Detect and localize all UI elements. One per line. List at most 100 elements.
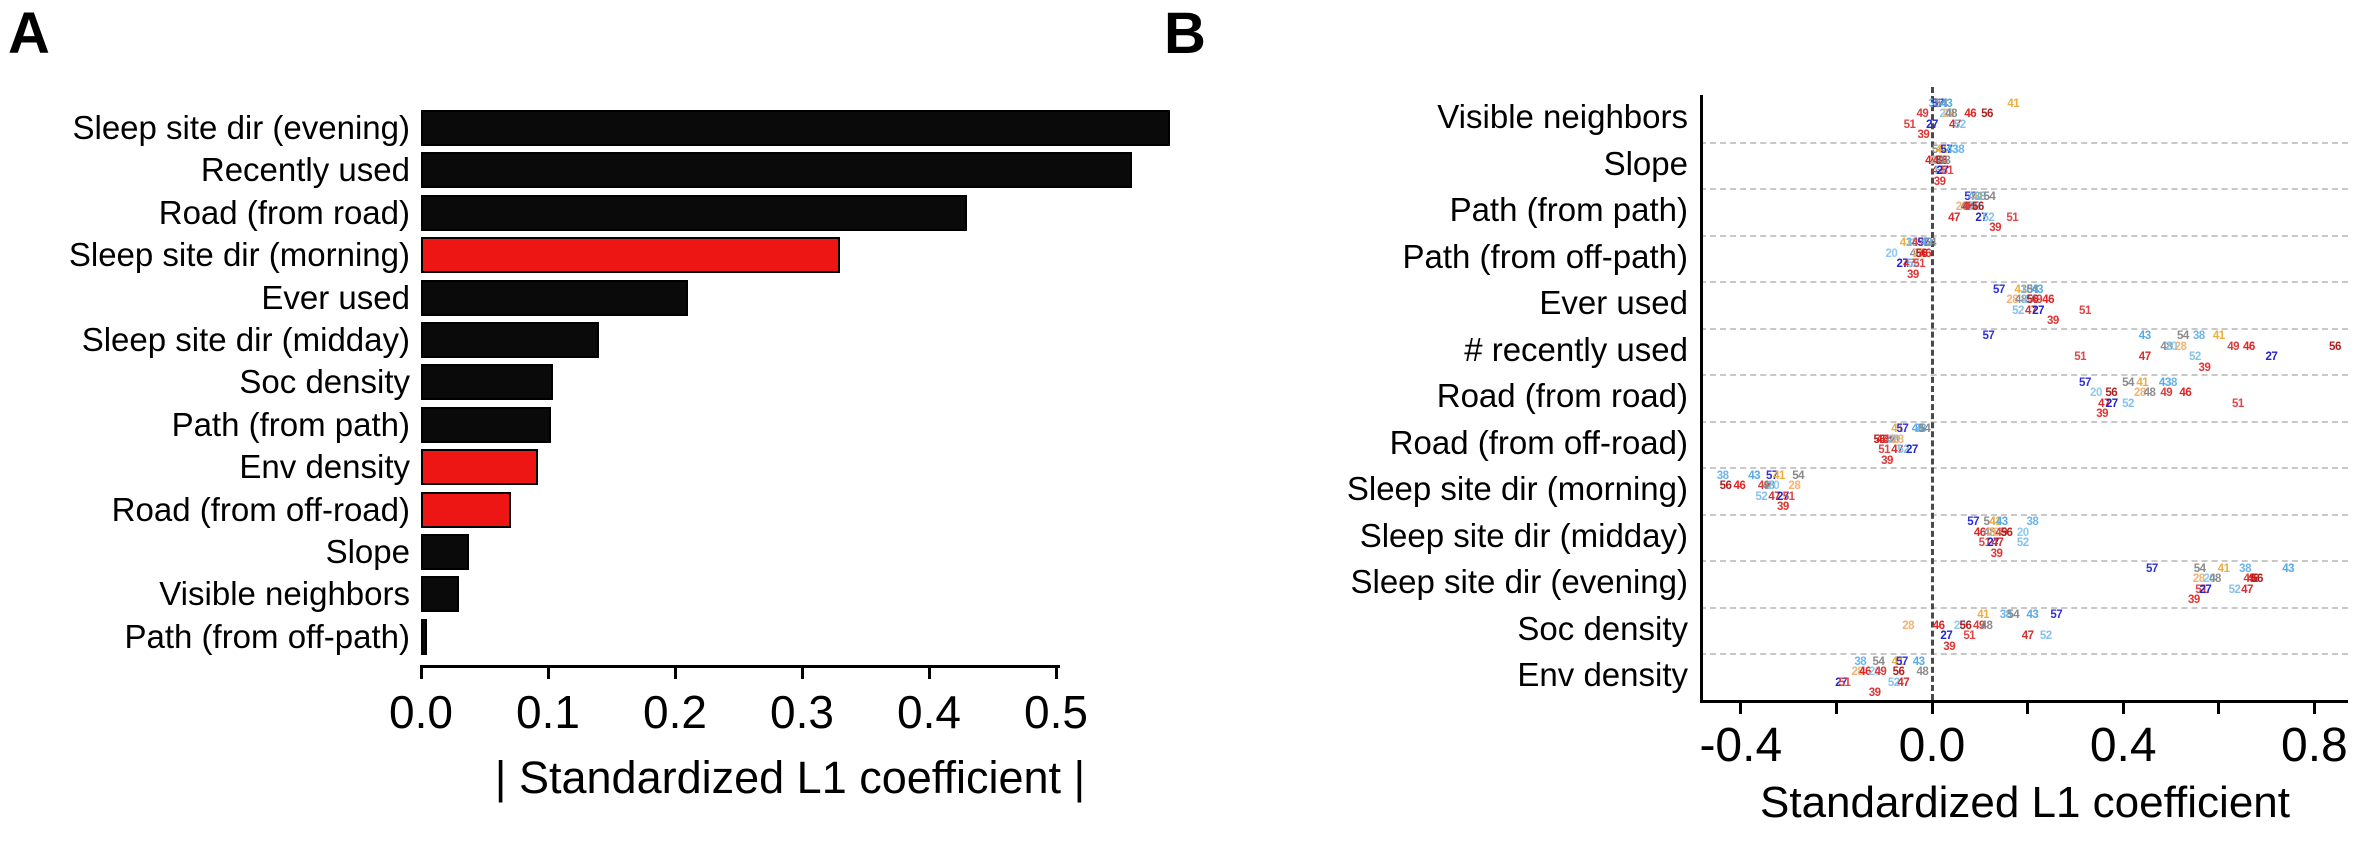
individual-point: 39 xyxy=(1933,175,1946,188)
individual-point: 28 xyxy=(1788,480,1801,492)
individual-point: 39 xyxy=(1943,640,1956,653)
individual-point: 28 xyxy=(1987,526,2000,539)
individual-point: 41 xyxy=(2217,562,2230,575)
bar xyxy=(421,406,551,443)
individual-point: 20 xyxy=(1939,108,1952,120)
panel-a-axis-title: | Standardized L1 coefficient | xyxy=(494,752,1086,803)
individual-point: 46 xyxy=(1919,247,1932,260)
individual-point: 52 xyxy=(1906,258,1919,270)
individual-point: 43 xyxy=(1911,423,1924,435)
individual-point: 38 xyxy=(1999,609,2012,621)
individual-point: 47 xyxy=(1931,165,1944,177)
individual-point: 56 xyxy=(2000,526,2013,539)
individual-point: 51 xyxy=(2232,397,2244,410)
category-label: # recently used xyxy=(1464,330,1688,368)
individual-point: 57 xyxy=(1967,516,1979,528)
individual-point: 48 xyxy=(2143,387,2156,399)
individual-point: 41 xyxy=(2136,376,2149,389)
individual-point: 39 xyxy=(1917,129,1930,141)
individual-point: 56 xyxy=(1915,247,1928,260)
individual-point: 27 xyxy=(2032,304,2045,317)
category-separator-gridline xyxy=(1700,281,2348,283)
bar-label: Sleep site dir (evening) xyxy=(72,109,410,146)
individual-point: 52 xyxy=(1897,444,1910,456)
category-label: Soc density xyxy=(1517,609,1688,647)
individual-point: 38 xyxy=(2192,330,2205,342)
individual-point: 39 xyxy=(2198,361,2211,374)
bar-label: Recently used xyxy=(200,151,410,189)
individual-point: 57 xyxy=(1895,655,1908,668)
individual-point: 43 xyxy=(2026,609,2039,621)
individual-point: 20 xyxy=(1767,480,1780,492)
individual-point: 20 xyxy=(2016,526,2029,539)
bar xyxy=(421,237,841,274)
individual-point: 56 xyxy=(2251,573,2263,585)
individual-point: 38 xyxy=(1854,655,1867,668)
individual-point: 46 xyxy=(1964,108,1977,120)
panel-b-letter: B xyxy=(1164,1,1206,66)
individual-point: 49 xyxy=(1911,237,1924,249)
panel-b-x-tick-label: -0.4 xyxy=(1699,718,1783,772)
panel-b-x-axis xyxy=(1700,699,2348,703)
panel-a-x-tick xyxy=(1054,665,1058,679)
individual-point: 28 xyxy=(2192,573,2205,585)
individual-point: 27 xyxy=(1975,211,1988,224)
bar xyxy=(421,491,512,528)
individual-point: 43 xyxy=(1748,469,1761,482)
individual-point: 28 xyxy=(2006,294,2019,306)
individual-point: 54 xyxy=(1918,423,1931,435)
individual-point: 54 xyxy=(2122,376,2134,389)
individual-point: 48 xyxy=(1960,201,1973,213)
individual-point: 56 xyxy=(2105,387,2118,399)
category-separator-gridline xyxy=(1700,327,2348,330)
individual-point: 46 xyxy=(1932,619,1945,632)
bar xyxy=(421,152,1133,189)
panel-b-x-tick xyxy=(1739,699,1743,714)
individual-point: 48 xyxy=(1886,433,1899,446)
panel-a-x-tick xyxy=(419,665,423,679)
bar xyxy=(421,364,554,401)
individual-point: 20 xyxy=(2021,294,2034,306)
category-separator-gridline xyxy=(1700,513,2348,516)
category-label: Sleep site dir (evening) xyxy=(1350,563,1688,601)
individual-point: 28 xyxy=(1942,108,1955,120)
bar-label: Slope xyxy=(325,533,410,570)
individual-point: 49 xyxy=(1995,526,2008,539)
category-separator-gridline xyxy=(1700,467,2348,469)
bar-label: Path (from path) xyxy=(171,405,410,443)
panel-a-x-tick-label: 0.5 xyxy=(1024,686,1088,738)
category-separator-gridline xyxy=(1700,188,2348,190)
individual-point: 48 xyxy=(2160,340,2173,353)
individual-point: 41 xyxy=(1977,609,1990,621)
individual-point: 41 xyxy=(1773,469,1785,482)
individual-point: 27 xyxy=(1936,165,1949,177)
individual-point: 28 xyxy=(2174,340,2187,353)
panel-b-x-tick xyxy=(1834,699,1838,714)
individual-point: 48 xyxy=(1983,526,1996,539)
bar-label: Env density xyxy=(239,448,410,486)
bar xyxy=(421,576,460,613)
individual-point: 49 xyxy=(1972,619,1985,632)
individual-point: 46 xyxy=(1859,666,1871,678)
panel-b-x-tick xyxy=(2026,699,2030,714)
panel-b-x-tick-label: 0.4 xyxy=(2089,718,2157,772)
panel-b-x-tick xyxy=(2217,699,2221,714)
individual-point: 47 xyxy=(1949,118,1961,131)
individual-point: 47 xyxy=(1991,537,2004,549)
individual-point: 51 xyxy=(2074,351,2087,363)
individual-point: 38 xyxy=(2020,283,2033,296)
individual-point: 57 xyxy=(2145,562,2158,575)
individual-point: 52 xyxy=(1982,211,1995,224)
individual-point: 38 xyxy=(1906,237,1918,249)
individual-point: 54 xyxy=(1872,655,1885,668)
bar xyxy=(421,194,968,231)
individual-point: 57 xyxy=(1931,97,1944,110)
individual-point: 51 xyxy=(1782,490,1795,503)
individual-point: 20 xyxy=(1931,154,1944,167)
individual-point: 20 xyxy=(2090,387,2102,399)
individual-point: 52 xyxy=(2039,630,2052,642)
individual-point: 39 xyxy=(1881,454,1893,467)
individual-point: 47 xyxy=(2098,397,2110,410)
individual-point: 52 xyxy=(2228,583,2241,596)
